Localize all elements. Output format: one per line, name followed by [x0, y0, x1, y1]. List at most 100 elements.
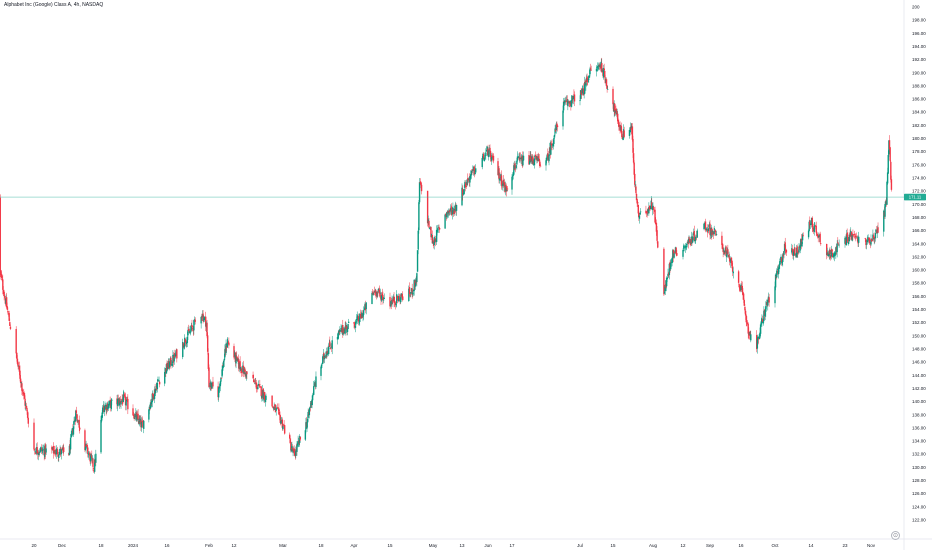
candle-body: [741, 285, 744, 292]
candle-body: [500, 175, 503, 185]
candle-body: [481, 158, 483, 168]
candle-body: [466, 179, 468, 186]
candle-body: [464, 182, 466, 188]
time-axis-tick: 15: [610, 543, 616, 548]
candle-body: [511, 175, 514, 177]
candle-body: [530, 156, 532, 160]
candle-body: [78, 419, 80, 428]
candle-body: [631, 126, 634, 140]
candle-body: [693, 230, 695, 241]
candle-body: [706, 229, 708, 231]
candle-body: [140, 422, 143, 428]
candle-body: [223, 360, 225, 368]
candle-body: [282, 424, 285, 426]
time-axis-tick: May: [429, 543, 438, 548]
candle-body: [739, 290, 742, 291]
price-axis-tick: 140.00: [912, 399, 926, 404]
candle-body: [156, 382, 159, 390]
target-icon[interactable]: ⊙: [891, 531, 900, 540]
candle-body: [133, 415, 135, 419]
candle-body: [668, 263, 671, 276]
candle-body: [533, 158, 536, 166]
candle-body: [870, 239, 872, 245]
candle-body: [486, 146, 488, 152]
candle-body: [72, 426, 75, 435]
candle-body: [470, 170, 473, 176]
candle-body: [217, 387, 220, 398]
candle-body: [620, 125, 622, 133]
price-axis-tick: 164.00: [912, 241, 926, 246]
candle-body: [430, 226, 432, 238]
candle-body: [469, 176, 471, 183]
time-axis-tick: Jul: [577, 543, 583, 548]
price-axis-tick: 122.00: [912, 518, 926, 523]
candle-body: [223, 358, 226, 361]
candle-body: [709, 223, 711, 235]
candle-body: [506, 188, 509, 190]
candle-body: [550, 143, 552, 155]
candle-body: [166, 367, 169, 370]
candle-body: [635, 186, 637, 193]
candle-body: [263, 392, 266, 401]
candle-body: [864, 238, 866, 239]
candle-body: [359, 313, 361, 323]
candle-body: [666, 277, 669, 280]
candle-body: [398, 295, 400, 302]
candle-body: [0, 273, 3, 278]
candle-body: [411, 288, 413, 296]
candle-body: [296, 445, 298, 452]
candle-body: [604, 70, 606, 78]
candle-body: [185, 341, 187, 343]
candle-body: [762, 321, 764, 324]
candle-body: [827, 253, 829, 255]
candle-body: [134, 418, 136, 420]
candle-body: [17, 362, 19, 367]
candle-body: [886, 181, 888, 205]
candle-body: [2, 289, 5, 295]
candle-body: [93, 459, 96, 472]
candle-body: [33, 449, 36, 451]
price-axis-tick: 196.00: [912, 31, 926, 36]
candle-body: [200, 316, 202, 324]
candle-body: [588, 75, 591, 78]
candle-body: [871, 240, 873, 242]
candle-body: [325, 352, 328, 357]
candle-body: [449, 208, 452, 211]
candle-body: [33, 422, 35, 450]
candle-body: [330, 347, 332, 348]
candle-body: [276, 407, 279, 409]
candle-body: [556, 123, 558, 127]
candle-body: [224, 349, 226, 358]
candle-body: [7, 311, 9, 313]
candle-body: [294, 452, 296, 456]
candle-body: [134, 414, 136, 418]
candle-body: [516, 160, 518, 165]
candle-body: [39, 448, 42, 452]
chart-title: Alphabet Inc (Google) Class A, 4h, NASDA…: [4, 2, 104, 8]
candle-body: [890, 179, 893, 190]
candle-body: [408, 287, 411, 294]
time-axis-tick: Feb: [205, 543, 213, 548]
candle-body: [320, 366, 322, 376]
price-axis[interactable]: 122.00 124.00 126.00 128.00 130.00 132.00 134.…: [912, 5, 926, 523]
time-axis[interactable]: 20 Dec 18 2024 16 Feb 12 Mar 18 Apr 15 May 13 Jun 17 Ju…: [31, 543, 875, 548]
candle-body: [715, 234, 718, 235]
candle-body: [663, 248, 665, 295]
candle-body: [296, 443, 299, 446]
candle-body: [289, 434, 291, 439]
candle-body: [686, 243, 688, 246]
candle-body: [84, 430, 86, 451]
candle-body: [545, 160, 547, 166]
candle-body: [572, 95, 575, 100]
candle-body: [760, 321, 762, 325]
candle-body: [320, 364, 323, 368]
candle-body: [801, 241, 803, 247]
candle-body: [219, 387, 221, 389]
time-axis-tick: Nov: [867, 543, 876, 548]
candle-body: [740, 284, 742, 291]
candle-body: [293, 449, 295, 453]
candle-body: [221, 365, 224, 371]
candle-body: [605, 79, 608, 87]
candle-body: [498, 168, 500, 180]
